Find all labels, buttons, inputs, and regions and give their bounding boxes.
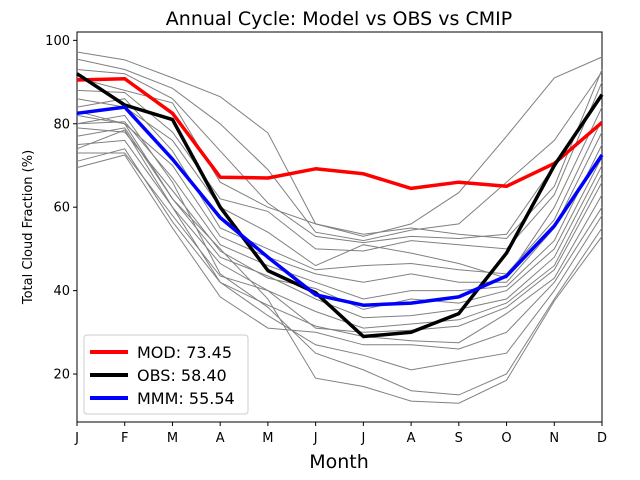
x-tick-label-10: O <box>501 431 511 446</box>
cmip-model-line-1 <box>76 51 603 237</box>
cmip-model-line-3 <box>76 69 603 244</box>
y-tick-label-100: 100 <box>45 34 70 49</box>
legend-box <box>83 334 249 415</box>
cmip-model-line-7 <box>76 98 603 275</box>
cmip-model-line-15 <box>76 154 603 350</box>
y-tick-label-20: 20 <box>53 368 70 383</box>
legend-label-obs: OBS: 58.40 <box>137 366 227 385</box>
x-tick-label-11: N <box>549 431 559 446</box>
legend-label-mmm: MMM: 55.54 <box>137 389 235 408</box>
y-tick-label-60: 60 <box>53 201 70 216</box>
x-axis-label: Month <box>309 451 369 473</box>
x-tick-label-12: D <box>597 431 607 446</box>
cmip-model-line-12 <box>76 139 603 329</box>
series-line-mod <box>76 76 604 191</box>
main-lines <box>76 72 604 339</box>
legend: MOD: 73.45 OBS: 58.40 MMM: 55.54 <box>83 334 249 415</box>
cmip-model-line-9 <box>76 121 603 300</box>
x-tick-label-9: S <box>455 431 463 446</box>
cmip-model-line-2 <box>76 58 603 242</box>
cmip-model-line-14 <box>76 148 603 344</box>
x-tick-label-1: J <box>74 431 79 446</box>
cmip-model-line-16 <box>76 129 603 371</box>
x-tick-label-7: J <box>360 431 365 446</box>
cmip-model-line-8 <box>76 114 603 283</box>
legend-label-mod: MOD: 73.45 <box>137 343 232 362</box>
x-tick-label-8: A <box>407 431 416 446</box>
y-tick-label-80: 80 <box>53 117 70 132</box>
cmip-model-line-18 <box>76 110 603 404</box>
cmip-model-line-13 <box>77 152 603 333</box>
series-line-mmm <box>76 105 604 307</box>
x-tick-label-2: F <box>121 431 128 446</box>
x-tick-label-6: J <box>313 431 318 446</box>
y-tick-label-40: 40 <box>53 284 70 299</box>
series-line-obs <box>76 72 604 339</box>
x-tick-label-4: A <box>216 431 225 446</box>
chart-title: Annual Cycle: Model vs OBS vs CMIP <box>166 8 512 30</box>
y-axis: 20 40 60 80 100 <box>45 34 77 383</box>
x-tick-label-3: M <box>167 431 178 446</box>
cmip-model-line-17 <box>76 114 603 396</box>
y-axis-label: Total Cloud Fraction (%) <box>21 150 36 305</box>
x-tick-label-5: M <box>262 431 273 446</box>
cmip-model-line-4 <box>76 69 603 240</box>
